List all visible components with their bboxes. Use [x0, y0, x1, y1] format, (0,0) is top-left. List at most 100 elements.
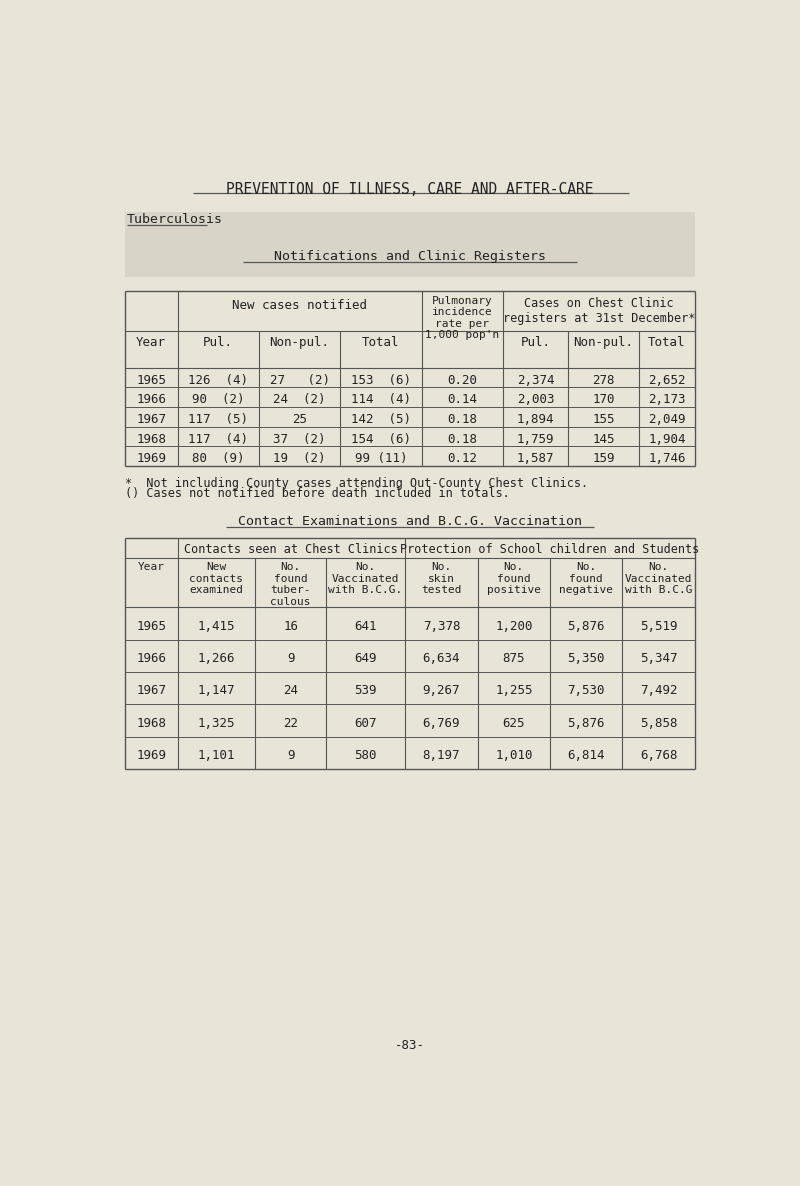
Text: 1965: 1965	[136, 374, 166, 387]
Text: No.
found
tuber-
culous: No. found tuber- culous	[270, 562, 311, 607]
Text: 1968: 1968	[136, 433, 166, 446]
Text: 24  (2): 24 (2)	[274, 394, 326, 407]
Text: No.
found
positive: No. found positive	[487, 562, 541, 595]
Text: 153  (6): 153 (6)	[351, 374, 411, 387]
Text: 580: 580	[354, 750, 377, 763]
Text: 2,049: 2,049	[648, 413, 686, 426]
Text: 7,492: 7,492	[640, 684, 678, 697]
Text: 5,519: 5,519	[640, 620, 678, 632]
Text: 641: 641	[354, 620, 377, 632]
Text: Year: Year	[136, 336, 166, 349]
Text: 1966: 1966	[136, 394, 166, 407]
Text: 2,374: 2,374	[517, 374, 554, 387]
Text: 2,652: 2,652	[648, 374, 686, 387]
Text: 114  (4): 114 (4)	[351, 394, 411, 407]
Text: No.
skin
tested: No. skin tested	[421, 562, 462, 595]
Text: 1968: 1968	[136, 716, 166, 729]
Text: No.
Vaccinated
with B.C.G: No. Vaccinated with B.C.G	[625, 562, 693, 595]
Text: 1,266: 1,266	[198, 652, 235, 665]
Text: 25: 25	[292, 413, 307, 426]
Text: 170: 170	[592, 394, 614, 407]
Text: 126  (4): 126 (4)	[188, 374, 248, 387]
Text: Notifications and Clinic Registers: Notifications and Clinic Registers	[274, 250, 546, 263]
Text: 2,003: 2,003	[517, 394, 554, 407]
Text: 155: 155	[592, 413, 614, 426]
Text: 2,173: 2,173	[648, 394, 686, 407]
Text: 5,350: 5,350	[567, 652, 605, 665]
Bar	[125, 538, 695, 769]
Text: 159: 159	[592, 452, 614, 465]
Text: Tuberculosis: Tuberculosis	[127, 213, 223, 227]
Text: 539: 539	[354, 684, 377, 697]
Text: New
contacts
examined: New contacts examined	[190, 562, 243, 595]
Text: () Cases not notified before death included in totals.: () Cases not notified before death inclu…	[125, 487, 510, 500]
Text: 1969: 1969	[136, 452, 166, 465]
Text: 7,530: 7,530	[567, 684, 605, 697]
Bar	[125, 291, 695, 466]
Text: 99 (11): 99 (11)	[354, 452, 407, 465]
Text: 9,267: 9,267	[422, 684, 460, 697]
Text: Contact Examinations and B.C.G. Vaccination: Contact Examinations and B.C.G. Vaccinat…	[238, 515, 582, 528]
Text: 0.12: 0.12	[447, 452, 478, 465]
Text: 0.18: 0.18	[447, 413, 478, 426]
Text: 1,101: 1,101	[198, 750, 235, 763]
Text: 1,200: 1,200	[495, 620, 533, 632]
Text: Protection of School children and Students: Protection of School children and Studen…	[400, 543, 699, 556]
Text: 145: 145	[592, 433, 614, 446]
Text: No.
Vaccinated
with B.C.G.: No. Vaccinated with B.C.G.	[328, 562, 402, 595]
Text: 625: 625	[502, 716, 525, 729]
Text: 6,634: 6,634	[422, 652, 460, 665]
Text: 9: 9	[287, 652, 294, 665]
Text: 1,759: 1,759	[517, 433, 554, 446]
Text: 117  (4): 117 (4)	[188, 433, 248, 446]
Text: 1967: 1967	[136, 413, 166, 426]
Text: Pul.: Pul.	[521, 336, 550, 349]
Text: Pulmonary
incidence
rate per
1,000 pop'n: Pulmonary incidence rate per 1,000 pop'n	[425, 295, 499, 340]
Text: 22: 22	[283, 716, 298, 729]
Text: 24: 24	[283, 684, 298, 697]
Text: *  Not including County cases attending Out-County Chest Clinics.: * Not including County cases attending O…	[125, 477, 588, 490]
Text: 142  (5): 142 (5)	[351, 413, 411, 426]
Text: 5,858: 5,858	[640, 716, 678, 729]
Text: 154  (6): 154 (6)	[351, 433, 411, 446]
Text: 875: 875	[502, 652, 525, 665]
Text: 1,255: 1,255	[495, 684, 533, 697]
Text: 8,197: 8,197	[422, 750, 460, 763]
Text: 6,769: 6,769	[422, 716, 460, 729]
Text: 27   (2): 27 (2)	[270, 374, 330, 387]
Text: 0.14: 0.14	[447, 394, 478, 407]
Text: 7,378: 7,378	[422, 620, 460, 632]
Text: 1,147: 1,147	[198, 684, 235, 697]
Text: 19  (2): 19 (2)	[274, 452, 326, 465]
Text: 0.18: 0.18	[447, 433, 478, 446]
Text: 1967: 1967	[136, 684, 166, 697]
Text: 1966: 1966	[136, 652, 166, 665]
Text: No.
found
negative: No. found negative	[559, 562, 613, 595]
Text: New cases notified: New cases notified	[232, 299, 367, 312]
Text: 5,876: 5,876	[567, 716, 605, 729]
Text: 1,894: 1,894	[517, 413, 554, 426]
Text: 80  (9): 80 (9)	[192, 452, 245, 465]
Text: 1,587: 1,587	[517, 452, 554, 465]
Text: 1,415: 1,415	[198, 620, 235, 632]
Text: 1,010: 1,010	[495, 750, 533, 763]
Text: 37  (2): 37 (2)	[274, 433, 326, 446]
Text: 5,876: 5,876	[567, 620, 605, 632]
Text: 278: 278	[592, 374, 614, 387]
Text: Pul.: Pul.	[203, 336, 233, 349]
Text: -83-: -83-	[395, 1039, 425, 1052]
Text: 0.20: 0.20	[447, 374, 478, 387]
Text: Non-pul.: Non-pul.	[574, 336, 634, 349]
Text: 16: 16	[283, 620, 298, 632]
Text: 117  (5): 117 (5)	[188, 413, 248, 426]
Text: Contacts seen at Chest Clinics: Contacts seen at Chest Clinics	[184, 543, 398, 556]
Text: 6,768: 6,768	[640, 750, 678, 763]
Text: PREVENTION OF ILLNESS, CARE AND AFTER-CARE: PREVENTION OF ILLNESS, CARE AND AFTER-CA…	[226, 183, 594, 197]
Text: 649: 649	[354, 652, 377, 665]
Text: 1969: 1969	[136, 750, 166, 763]
Text: 9: 9	[287, 750, 294, 763]
Text: 90  (2): 90 (2)	[192, 394, 245, 407]
Text: Non-pul.: Non-pul.	[270, 336, 330, 349]
Text: 1,904: 1,904	[648, 433, 686, 446]
Text: 607: 607	[354, 716, 377, 729]
